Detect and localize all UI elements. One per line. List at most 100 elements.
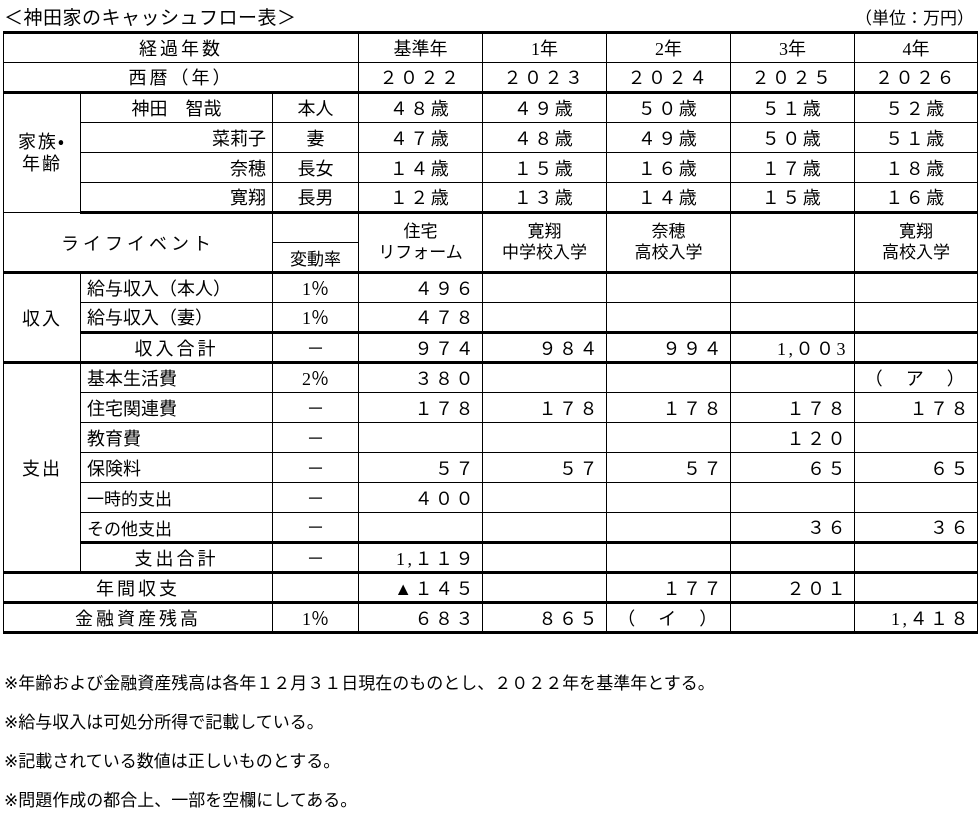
family-age-1-4: ５１歳 (854, 122, 979, 153)
expense-rate-5: － (271, 512, 360, 544)
life-event-0-line2: リフォーム (378, 242, 463, 262)
expense-value-2-4 (854, 422, 979, 453)
family-section-label-line2: 年齢 (22, 154, 62, 174)
financial-assets-value-4: 1,４１８ (854, 602, 979, 634)
expense-value-2-2 (606, 422, 732, 453)
expense-rate-0: 2％ (271, 362, 360, 393)
expense-value-1-2: １７８ (606, 392, 732, 423)
expense-value-4-0: ４００ (358, 482, 484, 513)
family-age-0-4: ５２歳 (854, 92, 979, 123)
table-row-expense-housing: 住宅関連費 － １７８ １７８ １７８ １７８ １７８ (4, 392, 979, 423)
table-row-life-event-top: ライフイベント 住宅 リフォーム 寛翔 中学校入学 奈穂 高校入学 (3, 212, 979, 274)
expense-value-3-0: ５７ (358, 452, 484, 483)
family-age-3-1: １３歳 (482, 182, 608, 214)
income-value-1-0: ４７８ (358, 302, 484, 334)
expense-value-5-0 (358, 512, 484, 544)
expense-value-2-0 (358, 422, 484, 453)
expense-value-6-3 (730, 542, 856, 574)
expense-value-0-1 (482, 362, 608, 393)
expense-label-2: 教育費 (80, 422, 273, 453)
family-age-2-3: １７歳 (730, 152, 856, 183)
life-event-4-line1: 寛翔 (899, 222, 934, 242)
life-event-0: 住宅 リフォーム (358, 212, 484, 274)
expense-value-5-1 (482, 512, 608, 544)
calendar-year-label: 西暦（年） (2, 62, 360, 94)
income-value-2-4 (854, 332, 979, 364)
year-col-header-0: 基準年 (358, 31, 484, 63)
life-event-2: 奈穂 高校入学 (606, 212, 732, 274)
elapsed-years-label: 経過年数 (2, 31, 360, 63)
year-col-header-1: 1年 (482, 31, 608, 63)
family-name-2: 奈穂 (80, 152, 273, 183)
calendar-year-0: ２０２２ (358, 62, 484, 94)
expense-value-0-3 (730, 362, 856, 393)
family-name-0: 神田 智哉 (80, 92, 273, 123)
footnote-2: ※記載されている数値は正しいものとする。 (4, 752, 341, 772)
expense-value-2-3: １２０ (730, 422, 856, 453)
income-label-1: 給与収入（妻） (80, 302, 273, 334)
table-row-expense-other: その他支出 － ３６ ３６ (4, 512, 979, 544)
financial-assets-label: 金融資産残高 (3, 602, 273, 634)
income-rate-1: 1％ (271, 302, 360, 334)
expense-value-4-4 (854, 482, 979, 513)
family-age-1-0: ４７歳 (358, 122, 484, 153)
rate-column-header: 変動率 (271, 242, 360, 274)
expense-label-4: 一時的支出 (80, 482, 273, 513)
expense-value-6-0: 1,１１９ (358, 542, 484, 574)
income-label-2: 収入合計 (80, 332, 273, 364)
income-rate-2: － (271, 332, 360, 364)
family-name-1: 菜莉子 (80, 122, 273, 153)
footnote-1: ※給与収入は可処分所得で記載している。 (4, 713, 324, 733)
table-row-expense-basic-living: 支出 基本生活費 2％ ３８０ （ ア ） (3, 362, 979, 574)
family-name-3: 寛翔 (80, 182, 273, 214)
family-relation-3: 長男 (271, 182, 360, 214)
expense-label-5: その他支出 (80, 512, 273, 544)
life-event-2-line1: 奈穂 (651, 222, 686, 242)
table-row-family-daughter: 奈穂 長女 １４歳 １５歳 １６歳 １７歳 １８歳 (4, 152, 979, 183)
family-relation-2: 長女 (271, 152, 360, 183)
annual-balance-value-0: ▲１４５ (358, 572, 484, 604)
expense-label-3: 保険料 (80, 452, 273, 483)
table-row-life-event-bottom: 変動率 (4, 242, 978, 274)
financial-assets-value-0: ６８３ (358, 602, 484, 634)
family-age-3-0: １２歳 (358, 182, 484, 214)
title-row: ＜神田家のキャッシュフロー表＞ （単位：万円） (0, 2, 980, 30)
family-relation-1: 妻 (271, 122, 360, 153)
income-value-1-4 (854, 302, 979, 334)
annual-balance-rate (271, 572, 360, 604)
family-section-label-line1: 家族・ (17, 131, 67, 152)
annual-balance-value-3: ２０１ (730, 572, 856, 604)
family-age-1-1: ４８歳 (482, 122, 608, 153)
calendar-year-2: ２０２４ (606, 62, 732, 94)
expense-value-4-3 (730, 482, 856, 513)
family-age-1-3: ５０歳 (730, 122, 856, 153)
expense-value-1-4: １７８ (854, 392, 979, 423)
table-row-financial-assets: 金融資産残高 1％ ６８３ ８６５ （ イ ） 1,４１８ (3, 602, 979, 634)
family-age-3-4: １６歳 (854, 182, 979, 214)
income-value-2-2: ９９４ (606, 332, 732, 364)
expense-value-5-3: ３６ (730, 512, 856, 544)
year-col-header-3: 3年 (730, 31, 856, 63)
family-age-0-2: ５０歳 (606, 92, 732, 123)
financial-assets-value-2: （ イ ） (606, 602, 732, 634)
table-row-expense-total: 支出合計 － 1,１１９ (4, 542, 979, 574)
life-event-4: 寛翔 高校入学 (854, 212, 979, 274)
calendar-year-4: ２０２６ (854, 62, 979, 94)
expense-value-1-3: １７８ (730, 392, 856, 423)
family-section-label: 家族・ 年齢 (3, 92, 81, 213)
annual-balance-label: 年間収支 (3, 572, 273, 604)
family-age-0-1: ４９歳 (482, 92, 608, 123)
expense-value-0-0: ３８０ (358, 362, 484, 393)
income-section-label: 収入 (3, 272, 81, 364)
family-age-2-1: １５歳 (482, 152, 608, 183)
expense-value-0-4: （ ア ） (854, 362, 979, 393)
footnote-3: ※問題作成の都合上、一部を空欄にしてある。 (4, 791, 358, 811)
annual-balance-value-2: １７７ (606, 572, 732, 604)
expense-value-0-2 (606, 362, 732, 393)
unit-note: （単位：万円） (855, 8, 974, 28)
income-value-0-4 (854, 272, 979, 303)
life-event-4-line2: 高校入学 (882, 242, 951, 262)
life-event-1-line2: 中学校入学 (502, 242, 588, 262)
expense-section-label: 支出 (3, 362, 81, 574)
